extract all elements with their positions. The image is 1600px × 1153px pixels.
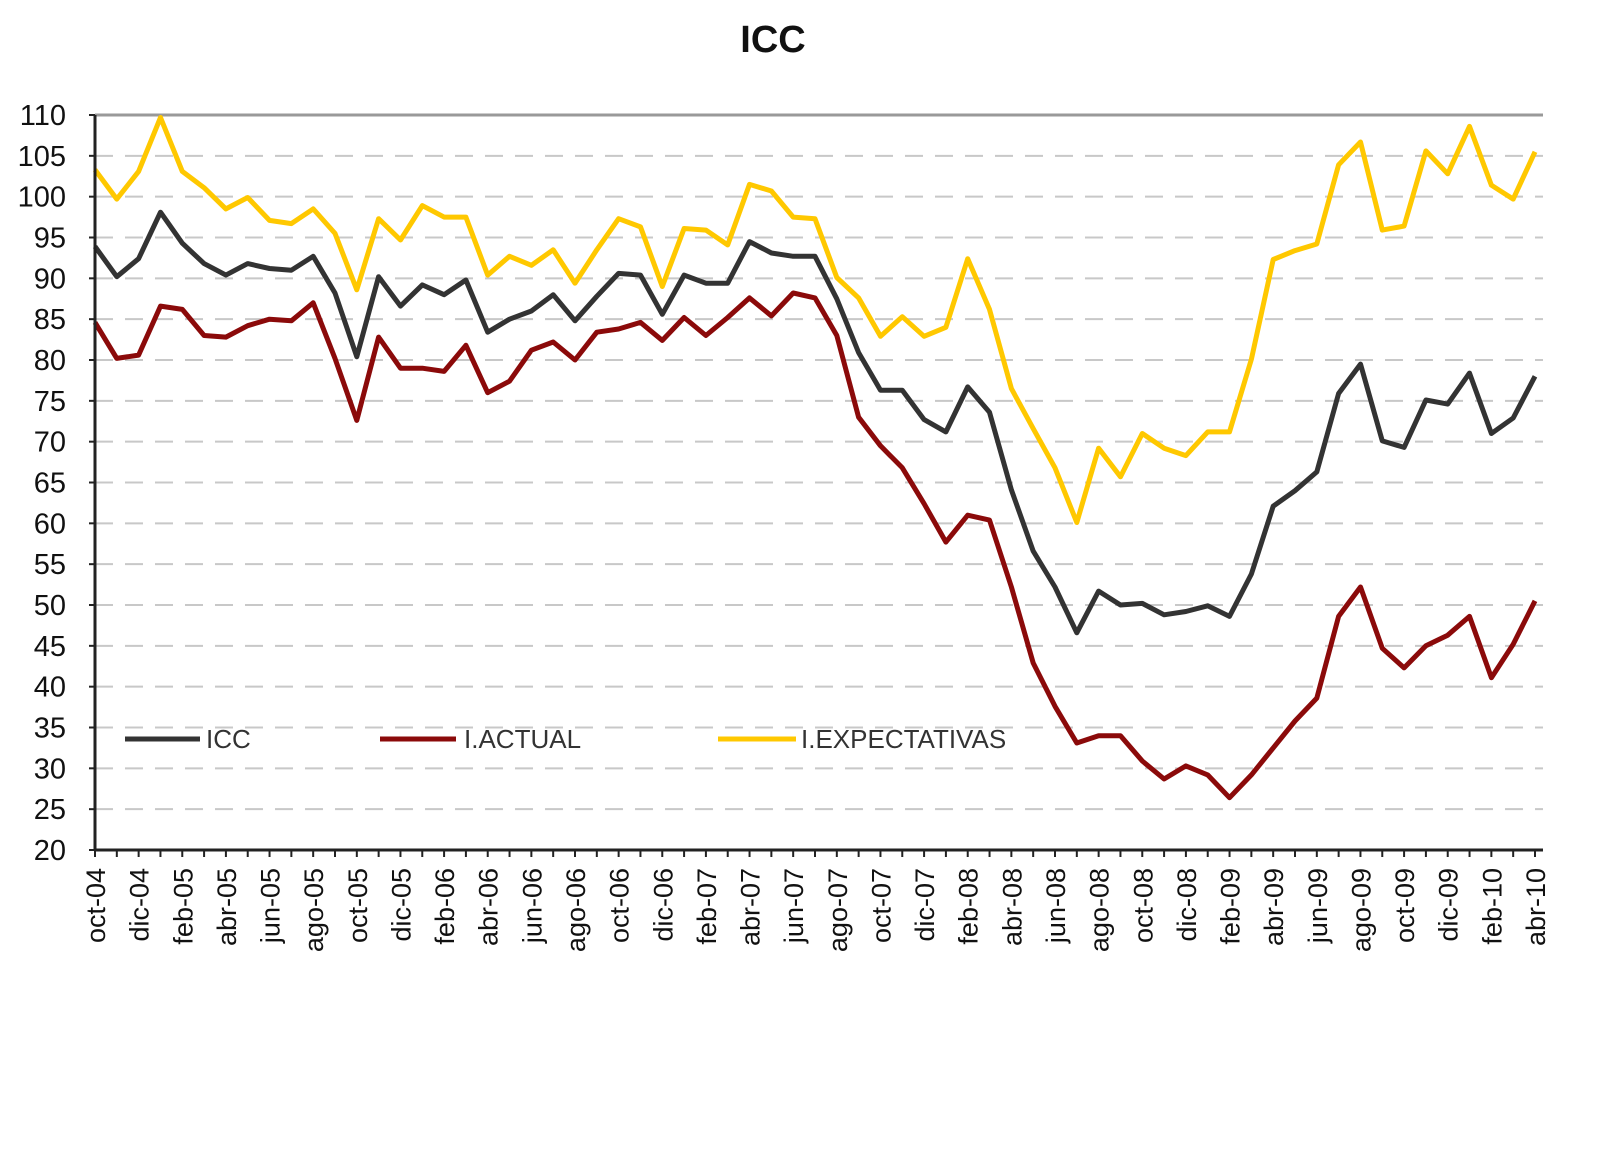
y-tick-label: 30 — [34, 753, 66, 785]
x-axis-ticks: oct-04 dic-04 feb-05 abr-05 jun-05 ago-05 oct-… — [81, 868, 1551, 952]
y-tick-label: 70 — [34, 427, 66, 459]
x-tick-label: oct-04 — [81, 868, 111, 943]
x-tick-label: dic-04 — [125, 868, 155, 942]
x-tick-label: dic-07 — [910, 868, 940, 942]
legend: ICC I.ACTUAL I.EXPECTATIVAS — [125, 724, 1006, 754]
x-tick-label: feb-10 — [1477, 868, 1507, 945]
y-tick-label: 105 — [18, 141, 66, 173]
x-tick-label: abr-08 — [997, 868, 1027, 946]
axes — [89, 114, 1543, 857]
series-lines — [92, 115, 1538, 801]
x-tick-label: oct-05 — [343, 868, 373, 943]
x-tick-label: abr-05 — [212, 868, 242, 946]
y-tick-label: 60 — [34, 508, 66, 540]
y-tick-label: 75 — [34, 386, 66, 418]
y-tick-label: 110 — [20, 100, 66, 132]
legend-label-actual: I.ACTUAL — [464, 724, 581, 754]
y-tick-label: 95 — [34, 223, 66, 255]
x-tick-label: abr-10 — [1521, 868, 1551, 946]
x-tick-label: ago-09 — [1346, 868, 1376, 952]
series-line-i-expectativas — [92, 115, 1538, 525]
y-tick-label: 50 — [34, 590, 66, 622]
y-tick-label: 55 — [34, 549, 66, 581]
x-tick-label: dic-09 — [1434, 868, 1464, 942]
y-tick-label: 80 — [34, 345, 66, 377]
x-tick-label: oct-07 — [866, 868, 896, 943]
y-tick-label: 100 — [18, 182, 66, 214]
y-tick-label: 25 — [34, 794, 66, 826]
y-tick-label: 65 — [34, 468, 66, 500]
x-tick-label: feb-06 — [430, 868, 460, 945]
x-tick-label: ago-08 — [1085, 868, 1115, 952]
y-tick-label: 45 — [34, 631, 66, 663]
y-tick-label: 90 — [34, 263, 66, 295]
x-tick-label: jun-09 — [1303, 868, 1333, 944]
x-tick-label: dic-05 — [386, 868, 416, 942]
legend-label-expectativas: I.EXPECTATIVAS — [801, 724, 1006, 754]
x-tick-label: ago-07 — [823, 868, 853, 952]
x-tick-label: feb-07 — [692, 868, 722, 945]
series-line-i-actual — [92, 290, 1538, 801]
series-line-icc — [92, 209, 1538, 636]
x-tick-label: feb-08 — [954, 868, 984, 945]
x-tick-label: oct-08 — [1128, 868, 1158, 943]
x-tick-label: dic-08 — [1172, 868, 1202, 942]
x-tick-label: ago-05 — [299, 868, 329, 952]
chart-title: ICC — [740, 19, 805, 61]
x-tick-label: jun-06 — [517, 868, 547, 944]
x-tick-label: ago-06 — [561, 868, 591, 952]
x-tick-label: oct-09 — [1390, 868, 1420, 943]
x-tick-label: abr-06 — [474, 868, 504, 946]
y-tick-label: 40 — [34, 672, 66, 704]
x-tick-label: dic-06 — [648, 868, 678, 942]
x-tick-label: feb-05 — [168, 868, 198, 945]
x-tick-label: feb-09 — [1216, 868, 1246, 945]
y-tick-label: 20 — [34, 835, 66, 867]
x-tick-label: jun-05 — [256, 868, 286, 944]
x-tick-label: abr-07 — [736, 868, 766, 946]
x-tick-label: oct-06 — [605, 868, 635, 943]
y-axis-ticks: 20 25 30 35 40 45 50 55 60 65 70 75 80 85 90 95 100 105 11… — [18, 100, 66, 867]
legend-label-icc: ICC — [206, 724, 251, 754]
x-tick-label: jun-07 — [779, 868, 809, 944]
y-tick-label: 85 — [34, 304, 66, 336]
x-tick-label: jun-08 — [1041, 868, 1071, 944]
y-tick-label: 35 — [34, 713, 66, 745]
x-tick-label: abr-09 — [1259, 868, 1289, 946]
